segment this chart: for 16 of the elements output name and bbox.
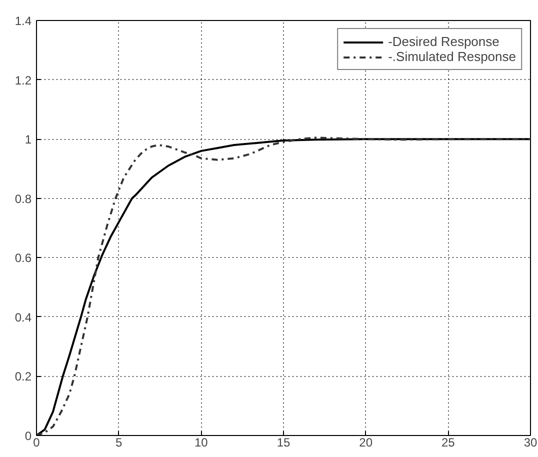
y-tick-label: 0.8 <box>14 192 32 206</box>
x-tick-label: 20 <box>359 436 373 450</box>
x-tick-label: 5 <box>115 436 122 450</box>
x-tick-label: 15 <box>276 436 290 450</box>
y-tick-label: 0.4 <box>14 310 32 324</box>
y-tick-label: 1 <box>24 132 32 147</box>
legend-label: -Desired Response <box>388 34 500 49</box>
y-tick-label: 0.6 <box>14 251 32 266</box>
x-tick-label: 0 <box>33 436 40 450</box>
y-tick-label: 1.4 <box>14 14 32 28</box>
x-tick-label: 10 <box>194 436 208 450</box>
x-tick-label: 25 <box>441 436 456 450</box>
y-tick-label: 0.2 <box>14 370 32 384</box>
legend-label: -.Simulated Response <box>388 49 516 64</box>
x-tick-label: 30 <box>524 436 538 450</box>
y-tick-label: 1.2 <box>14 73 32 88</box>
